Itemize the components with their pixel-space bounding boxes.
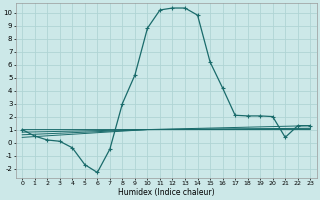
X-axis label: Humidex (Indice chaleur): Humidex (Indice chaleur) <box>118 188 214 197</box>
